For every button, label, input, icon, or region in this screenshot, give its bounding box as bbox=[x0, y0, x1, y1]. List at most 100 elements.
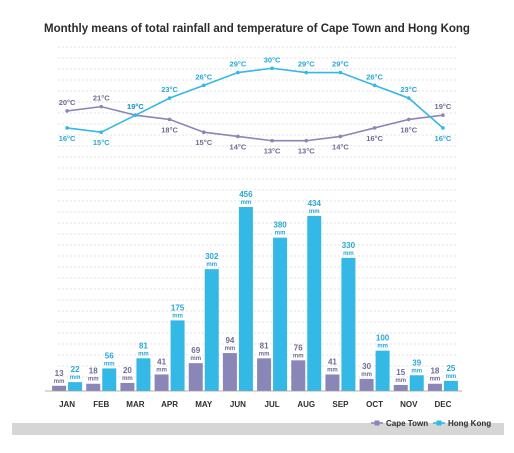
rain-unit-label: mm bbox=[172, 313, 183, 319]
x-tick-label: JAN bbox=[59, 400, 75, 409]
temp-point bbox=[167, 96, 172, 100]
rain-unit-label: mm bbox=[411, 368, 422, 374]
rain-bar-cape-town bbox=[188, 363, 203, 391]
x-tick-label: JUL bbox=[265, 400, 280, 409]
temp-label: 13°C bbox=[298, 147, 315, 156]
grid-lines bbox=[58, 46, 456, 378]
rain-unit-label: mm bbox=[343, 251, 354, 257]
rain-value-label: 15 bbox=[396, 368, 405, 377]
temperature-chart: 20°C 21°C 19°C 18°C 15°C 14°C 13°C 13°C 14°C 16°C… bbox=[59, 55, 452, 155]
rain-bar-cape-town bbox=[325, 374, 340, 391]
rain-bar-cape-town bbox=[86, 383, 101, 391]
temp-point bbox=[236, 70, 240, 75]
temp-point bbox=[65, 109, 69, 113]
rain-bar-hong-kong bbox=[136, 358, 151, 391]
temp-label: 19°C bbox=[127, 102, 144, 111]
x-tick-label: DEC bbox=[434, 400, 451, 409]
rain-value-label: 39 bbox=[412, 358, 421, 367]
rain-unit-label: mm bbox=[293, 353, 304, 359]
rain-unit-label: mm bbox=[275, 231, 286, 237]
rain-bar-cape-town bbox=[393, 384, 408, 391]
temp-point bbox=[406, 117, 411, 122]
temp-label: 13°C bbox=[264, 147, 281, 156]
temp-label: 14°C bbox=[332, 142, 349, 151]
temp-label: 23°C bbox=[161, 85, 178, 94]
x-tick-label: FEB bbox=[93, 400, 109, 409]
rain-value-label: 20 bbox=[123, 366, 132, 375]
legend-label: Cape Town bbox=[386, 419, 428, 428]
temp-point bbox=[338, 70, 343, 75]
rain-value-label: 456 bbox=[239, 190, 253, 199]
temp-point bbox=[65, 126, 69, 130]
rain-unit-label: mm bbox=[361, 372, 372, 378]
rain-value-label: 434 bbox=[308, 199, 322, 208]
legend-swatch-marker bbox=[374, 420, 380, 426]
rain-value-label: 41 bbox=[328, 357, 337, 366]
chart-title: Monthly means of total rainfall and temp… bbox=[44, 23, 470, 35]
temp-point bbox=[201, 83, 206, 88]
rain-unit-label: mm bbox=[430, 377, 441, 383]
x-tick-label: MAY bbox=[195, 400, 213, 409]
rain-bar-cape-town bbox=[154, 374, 169, 391]
rain-value-label: 22 bbox=[71, 365, 80, 374]
rain-unit-label: mm bbox=[309, 209, 320, 215]
rain-bar-cape-town bbox=[120, 382, 135, 391]
temp-label: 14°C bbox=[230, 142, 247, 151]
rain-bar-cape-town bbox=[427, 383, 442, 391]
rain-unit-label: mm bbox=[327, 367, 338, 373]
rain-unit-label: mm bbox=[54, 379, 65, 385]
rain-bar-hong-kong bbox=[341, 257, 356, 391]
footer-bar bbox=[12, 423, 504, 435]
rain-bar-hong-kong bbox=[204, 269, 219, 391]
rain-value-label: 330 bbox=[342, 241, 356, 250]
x-axis: JAN FEB MAR APR MAY JUN JUL AUG SEP OCT NOV DEC bbox=[45, 390, 462, 409]
temp-line-cape-town bbox=[66, 105, 444, 142]
temp-point bbox=[304, 70, 309, 75]
rain-bar-cape-town bbox=[257, 358, 272, 391]
temp-point bbox=[441, 126, 445, 130]
temp-point bbox=[236, 134, 240, 139]
rain-value-label: 302 bbox=[205, 252, 219, 261]
temp-point bbox=[270, 66, 274, 71]
temp-label: 16°C bbox=[59, 134, 76, 143]
temp-label: 21°C bbox=[93, 94, 110, 103]
temp-label: 18°C bbox=[161, 125, 178, 134]
rain-unit-label: mm bbox=[190, 356, 201, 362]
x-tick-label: NOV bbox=[400, 400, 418, 409]
rain-value-label: 41 bbox=[157, 357, 166, 366]
temp-point bbox=[406, 96, 411, 100]
rain-bar-hong-kong bbox=[375, 350, 390, 391]
x-tick-label: OCT bbox=[366, 400, 383, 409]
rain-bar-hong-kong bbox=[238, 207, 253, 391]
rain-bar-cape-town bbox=[222, 353, 237, 391]
rain-bar-hong-kong bbox=[273, 237, 288, 391]
rain-unit-label: mm bbox=[156, 367, 167, 373]
legend-label: Hong Kong bbox=[448, 419, 491, 428]
rain-value-label: 30 bbox=[362, 362, 371, 371]
rain-bar-hong-kong bbox=[409, 375, 424, 391]
rain-value-label: 18 bbox=[89, 367, 98, 376]
rain-value-label: 76 bbox=[294, 343, 303, 352]
temp-point bbox=[304, 138, 309, 143]
rain-bar-cape-town bbox=[52, 385, 67, 391]
temp-label: 23°C bbox=[400, 85, 417, 94]
rain-value-label: 175 bbox=[171, 303, 185, 312]
temp-point bbox=[338, 134, 343, 139]
rain-bar-hong-kong bbox=[102, 368, 117, 391]
rain-unit-label: mm bbox=[70, 375, 81, 381]
rain-value-label: 25 bbox=[446, 364, 455, 373]
rain-value-label: 81 bbox=[139, 341, 148, 350]
temp-label: 18°C bbox=[400, 125, 417, 134]
rain-value-label: 380 bbox=[273, 221, 287, 230]
temp-point bbox=[372, 126, 377, 130]
legend-swatch-marker bbox=[436, 420, 442, 426]
x-tick-label: JUN bbox=[230, 400, 246, 409]
temp-label: 26°C bbox=[366, 72, 383, 81]
rain-bar-hong-kong bbox=[307, 215, 322, 391]
rain-unit-label: mm bbox=[241, 200, 252, 206]
x-tick-label: AUG bbox=[297, 400, 315, 409]
temp-point bbox=[99, 104, 104, 109]
rain-unit-label: mm bbox=[446, 374, 457, 380]
